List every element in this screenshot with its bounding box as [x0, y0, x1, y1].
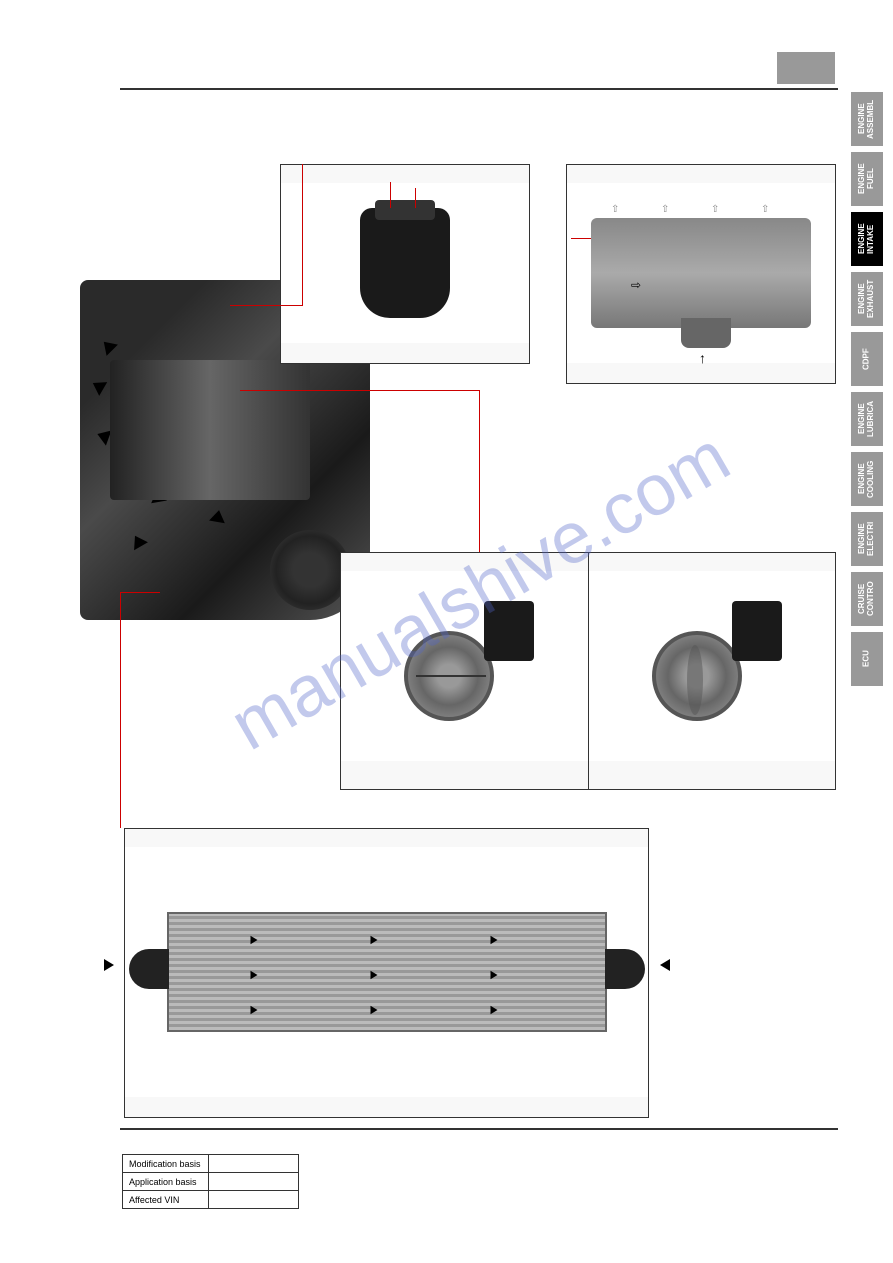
section-tabs: ENGINE ASSEMBL ENGINE FUEL ENGINE INTAKE…: [851, 92, 883, 686]
callout-sensor: [280, 164, 530, 364]
throttle-image-open: [589, 571, 836, 761]
manifold-image: ⇧ ⇧ ⇧ ⇧ ⇨ ↑: [567, 183, 835, 363]
leader-line: [240, 390, 480, 391]
tab-ecu[interactable]: ECU: [851, 632, 883, 686]
row-label: Application basis: [123, 1173, 209, 1191]
leader-line: [230, 305, 302, 306]
tab-engine-lubrication[interactable]: ENGINE LUBRICA: [851, 392, 883, 446]
table-row: Affected VIN: [123, 1191, 299, 1209]
leader-line: [120, 592, 160, 593]
tab-cruise-control[interactable]: CRUISE CONTRO: [851, 572, 883, 626]
callout-intercooler-title: [125, 829, 648, 847]
row-value: [209, 1173, 299, 1191]
header-rule: [120, 88, 838, 90]
tab-engine-intake[interactable]: ENGINE INTAKE: [851, 212, 883, 266]
page-number-box: [777, 52, 835, 84]
row-label: Modification basis: [123, 1155, 209, 1173]
tab-engine-assembly[interactable]: ENGINE ASSEMBL: [851, 92, 883, 146]
callout-manifold: ⇧ ⇧ ⇧ ⇧ ⇨ ↑: [566, 164, 836, 384]
callout-intercooler: [124, 828, 649, 1118]
table-row: Modification basis: [123, 1155, 299, 1173]
throttle-image-closed: ↷ ↶: [341, 571, 588, 761]
row-label: Affected VIN: [123, 1191, 209, 1209]
row-value: [209, 1191, 299, 1209]
footer-rule: [120, 1128, 838, 1130]
row-value: [209, 1155, 299, 1173]
callout-throttle-left-title: [341, 553, 588, 571]
tab-engine-exhaust[interactable]: ENGINE EXHAUST: [851, 272, 883, 326]
tab-engine-cooling[interactable]: ENGINE COOLING: [851, 452, 883, 506]
tab-engine-electrical[interactable]: ENGINE ELECTRI: [851, 512, 883, 566]
callout-sensor-title: [281, 165, 529, 183]
leader-line: [479, 390, 480, 552]
revision-table: Modification basis Application basis Aff…: [122, 1154, 299, 1209]
tab-cdpf[interactable]: CDPF: [851, 332, 883, 386]
callout-throttle-right-title: [589, 553, 836, 571]
intercooler-image: [125, 847, 648, 1097]
callout-throttle: ↷ ↶: [340, 552, 836, 790]
leader-line: [120, 592, 121, 828]
tab-engine-fuel[interactable]: ENGINE FUEL: [851, 152, 883, 206]
sensor-image: [281, 183, 529, 343]
table-row: Application basis: [123, 1173, 299, 1191]
leader-line: [302, 164, 303, 306]
callout-manifold-title: [567, 165, 835, 183]
